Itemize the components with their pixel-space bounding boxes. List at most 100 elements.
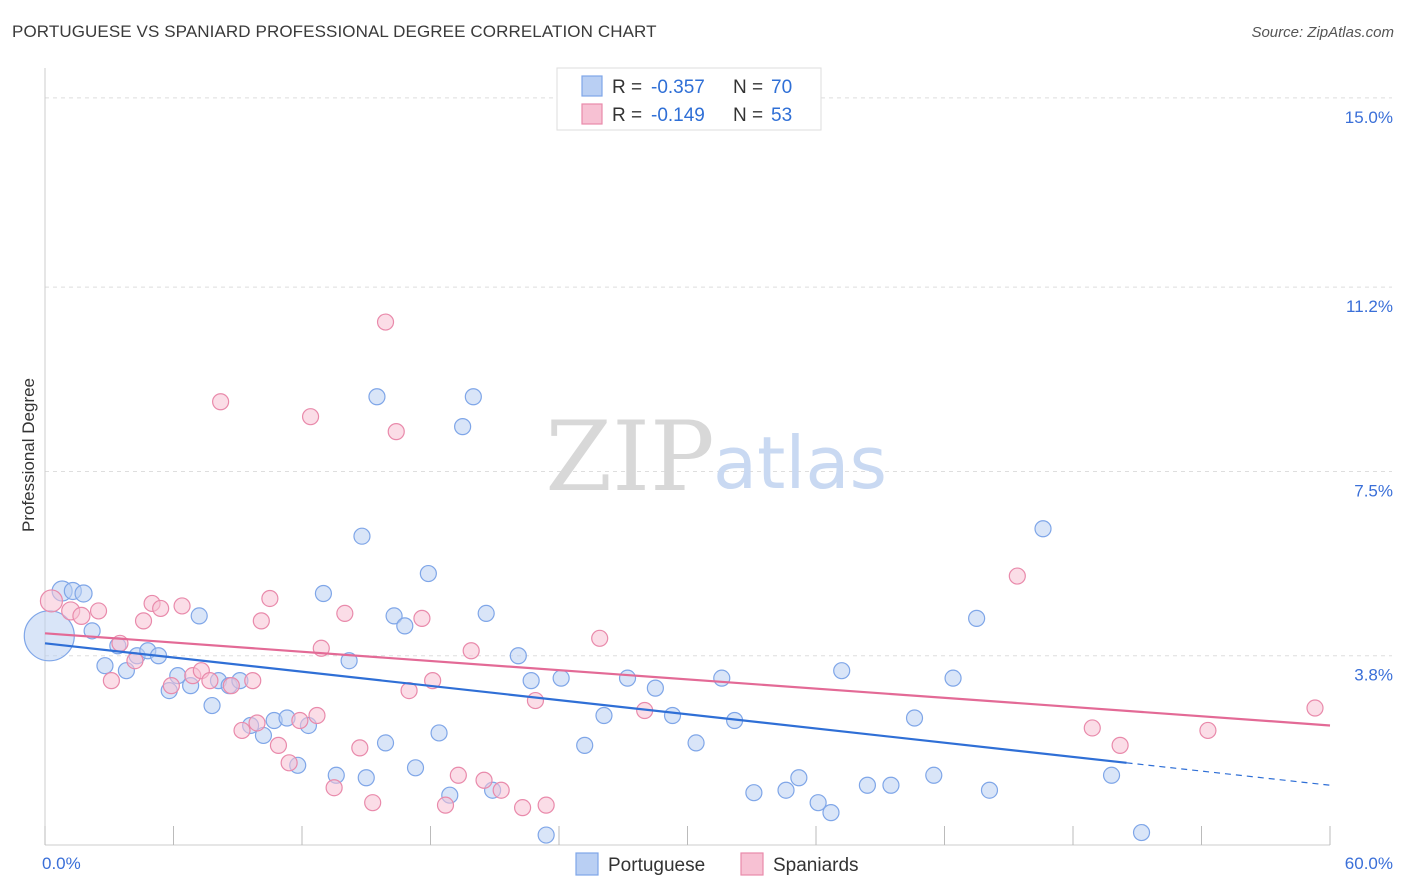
spaniards-point — [325, 779, 343, 797]
spaniards-point — [212, 393, 230, 411]
series-legend-swatch — [575, 852, 599, 876]
x-tick-labels: 0.0% 60.0% — [42, 854, 1393, 873]
portuguese-point — [340, 652, 358, 670]
portuguese-point — [509, 647, 527, 665]
portuguese-point — [74, 584, 93, 603]
spaniards-point — [1083, 719, 1101, 737]
chart-title: PORTUGUESE VS SPANIARD PROFESSIONAL DEGR… — [12, 22, 657, 41]
portuguese-point — [833, 662, 851, 680]
portuguese-point — [357, 769, 375, 787]
spaniards-point — [222, 677, 240, 695]
spaniards-point — [364, 794, 382, 812]
portuguese-point — [203, 696, 221, 715]
spaniards-point — [462, 642, 480, 660]
portuguese-point — [1132, 823, 1151, 842]
portuguese-point — [1102, 766, 1121, 784]
spaniards-point — [413, 609, 431, 627]
series-legend: Portuguese Spaniards — [575, 852, 859, 876]
spaniards-point — [39, 589, 64, 613]
portuguese-point — [980, 781, 999, 799]
spaniards-point — [269, 736, 288, 754]
portuguese-point — [790, 769, 808, 787]
spaniards-point — [351, 739, 369, 757]
y-tick-label: 7.5% — [1354, 481, 1393, 500]
spaniards-point — [492, 781, 510, 799]
legend-n-label: N = — [733, 105, 763, 126]
legend-n-label: N = — [733, 77, 763, 98]
portuguese-trend-line — [44, 642, 1127, 764]
legend-n-value: 53 — [771, 105, 792, 126]
portuguese-point — [454, 418, 472, 436]
series-legend-label: Portuguese — [608, 855, 705, 876]
spaniards-point — [134, 612, 153, 630]
spaniards-point — [475, 771, 493, 789]
portuguese-point — [576, 736, 594, 754]
spaniards-point — [308, 706, 326, 725]
legend-r-label: R = — [612, 105, 642, 126]
portuguese-point — [522, 672, 540, 690]
portuguese-point — [745, 784, 763, 802]
spaniards-point — [591, 629, 609, 647]
legend-r-label: R = — [612, 77, 642, 98]
portuguese-point — [663, 706, 682, 725]
spaniards-point — [201, 672, 219, 690]
portuguese-point — [419, 564, 437, 583]
portuguese-point — [646, 679, 664, 697]
portuguese-point — [618, 669, 637, 687]
spaniards-point — [173, 597, 191, 615]
portuguese-point — [905, 709, 924, 727]
portuguese-point — [96, 657, 114, 675]
portuguese-point — [83, 622, 101, 640]
spaniards-point — [449, 766, 467, 784]
portuguese-point — [385, 607, 403, 625]
legend-swatch — [581, 75, 603, 97]
portuguese-point — [406, 759, 425, 777]
portuguese-point — [713, 669, 731, 687]
portuguese-point — [595, 706, 613, 725]
portuguese-point — [477, 604, 495, 623]
spaniards-point — [252, 612, 270, 630]
portuguese-point — [687, 734, 705, 752]
portuguese-point — [777, 781, 795, 799]
spaniards-point — [336, 604, 354, 623]
x-tick-label: 0.0% — [42, 854, 81, 873]
y-tick-label: 11.2% — [1346, 297, 1393, 316]
watermark-zip: ZIP — [545, 401, 714, 513]
portuguese-point — [925, 766, 943, 784]
legend-r-value: -0.357 — [651, 77, 705, 98]
spaniards-point — [526, 691, 545, 710]
portuguese-point — [314, 584, 333, 603]
spaniards-point — [280, 754, 298, 772]
gridlines — [45, 97, 1392, 657]
spaniards-point — [1306, 699, 1324, 717]
axes — [44, 68, 1331, 846]
portuguese-point — [537, 826, 555, 844]
series-legend-label: Spaniards — [773, 855, 859, 876]
portuguese-trend-extension — [1126, 762, 1331, 786]
portuguese-point — [968, 609, 986, 627]
spaniards-trend-line — [44, 632, 1331, 727]
spaniards-point — [301, 408, 320, 426]
portuguese-point — [353, 527, 371, 545]
watermark: ZIP atlas — [545, 401, 887, 513]
portuguese-point — [822, 804, 840, 822]
spaniards-point — [376, 313, 395, 331]
portuguese-point — [882, 776, 900, 794]
portuguese-point — [1034, 520, 1052, 538]
spaniards-point — [537, 796, 555, 814]
spaniards-point — [152, 599, 170, 618]
portuguese-point — [944, 669, 962, 687]
y-tick-label: 3.8% — [1354, 666, 1393, 685]
y-tick-label: 15.0% — [1345, 108, 1393, 127]
spaniards-point — [233, 721, 251, 740]
portuguese-point — [376, 734, 395, 752]
spaniards-point — [244, 672, 262, 690]
portuguese-point — [368, 388, 386, 406]
y-tick-labels: 3.8% 7.5% 11.2% 15.0% — [1345, 108, 1393, 685]
portuguese-point — [552, 669, 570, 687]
spaniards-point — [261, 589, 279, 608]
portuguese-point — [464, 388, 482, 406]
spaniards-point — [126, 652, 144, 670]
spaniards-point — [387, 423, 405, 441]
